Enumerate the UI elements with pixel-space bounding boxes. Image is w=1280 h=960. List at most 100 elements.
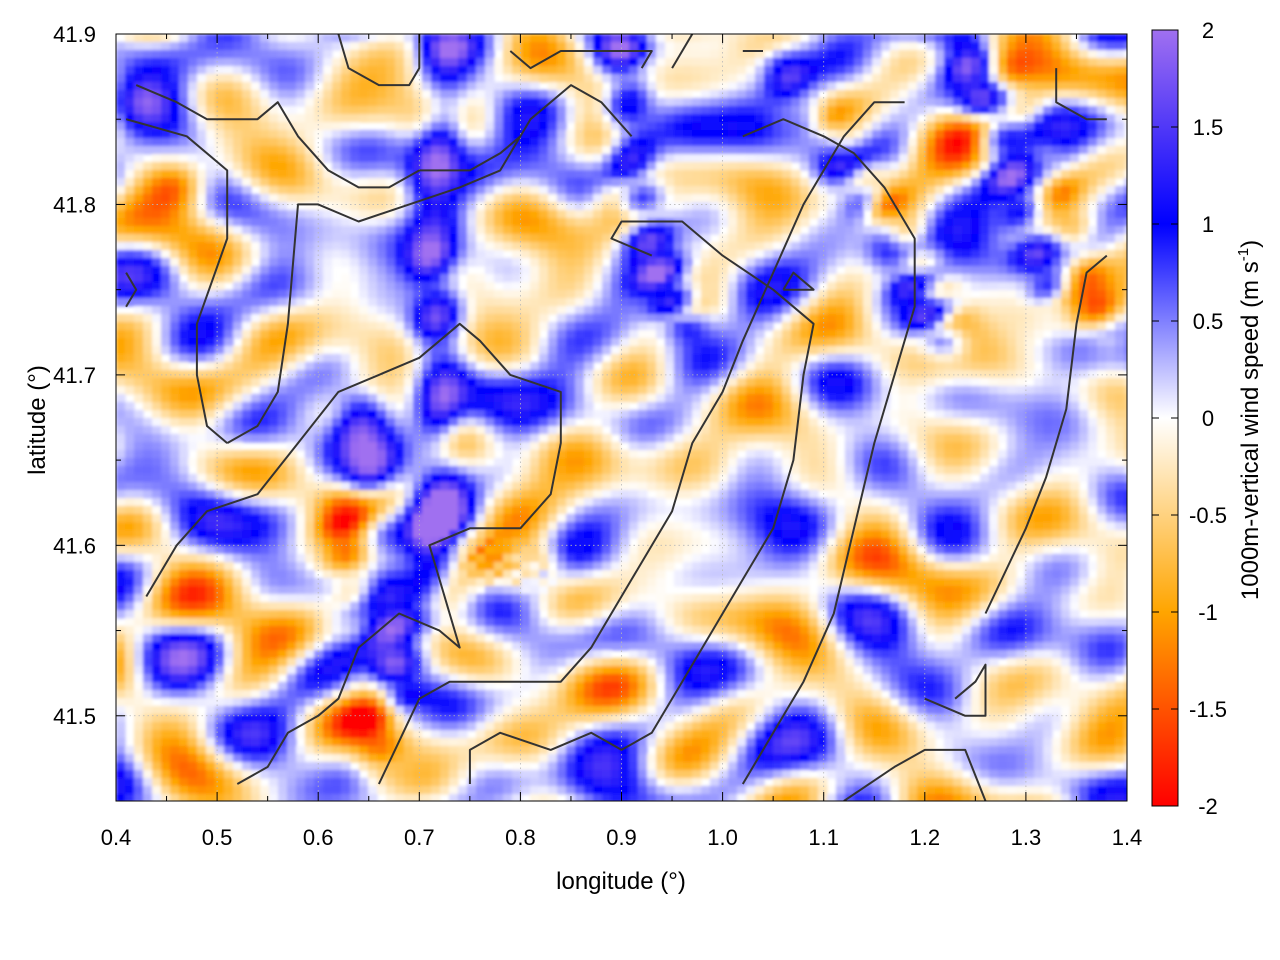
heatmap-cell bbox=[827, 210, 837, 219]
heatmap-cell bbox=[1025, 322, 1035, 331]
heatmap-cell bbox=[413, 98, 423, 107]
heatmap-cell bbox=[809, 170, 819, 179]
heatmap-cell bbox=[431, 194, 441, 203]
heatmap-cell bbox=[521, 202, 531, 211]
heatmap-cell bbox=[566, 258, 576, 267]
heatmap-cell bbox=[917, 90, 927, 99]
heatmap-cell bbox=[206, 394, 216, 403]
heatmap-cell bbox=[1043, 154, 1053, 163]
heatmap-cell bbox=[179, 74, 189, 83]
heatmap-cell bbox=[971, 346, 981, 355]
heatmap-cell bbox=[161, 314, 171, 323]
heatmap-cell bbox=[242, 34, 252, 43]
heatmap-cell bbox=[494, 162, 504, 171]
heatmap-cell bbox=[980, 114, 990, 123]
heatmap-cell bbox=[161, 34, 171, 43]
heatmap-cell bbox=[998, 114, 1008, 123]
heatmap-cell bbox=[566, 378, 576, 387]
heatmap-cell bbox=[134, 210, 144, 219]
heatmap-cell bbox=[350, 154, 360, 163]
heatmap-cell bbox=[827, 114, 837, 123]
heatmap-cell bbox=[161, 58, 171, 67]
heatmap-cell bbox=[341, 314, 351, 323]
heatmap-cell bbox=[143, 354, 153, 363]
heatmap-cell bbox=[638, 226, 648, 235]
heatmap-cell bbox=[188, 290, 198, 299]
heatmap-cell bbox=[908, 34, 918, 43]
heatmap-cell bbox=[1106, 386, 1116, 395]
heatmap-cell bbox=[413, 34, 423, 43]
heatmap-cell bbox=[926, 266, 936, 275]
heatmap-cell bbox=[872, 226, 882, 235]
heatmap-cell bbox=[872, 354, 882, 363]
heatmap-cell bbox=[179, 378, 189, 387]
heatmap-cell bbox=[512, 378, 522, 387]
heatmap-cell bbox=[620, 322, 630, 331]
heatmap-cell bbox=[287, 58, 297, 67]
heatmap-cell bbox=[179, 234, 189, 243]
heatmap-cell bbox=[161, 90, 171, 99]
heatmap-cell bbox=[665, 106, 675, 115]
heatmap-cell bbox=[467, 282, 477, 291]
heatmap-cell bbox=[656, 330, 666, 339]
heatmap-cell bbox=[422, 114, 432, 123]
heatmap-cell bbox=[863, 266, 873, 275]
heatmap-cell bbox=[593, 170, 603, 179]
heatmap-cell bbox=[620, 42, 630, 51]
heatmap-cell bbox=[485, 354, 495, 363]
heatmap-cell bbox=[449, 170, 459, 179]
heatmap-cell bbox=[224, 298, 234, 307]
heatmap-cell bbox=[269, 306, 279, 315]
heatmap-cell bbox=[206, 378, 216, 387]
heatmap-cell bbox=[278, 234, 288, 243]
heatmap-cell bbox=[1106, 106, 1116, 115]
heatmap-cell bbox=[854, 66, 864, 75]
heatmap-cell bbox=[179, 122, 189, 131]
heatmap-cell bbox=[323, 290, 333, 299]
heatmap-cell bbox=[152, 58, 162, 67]
heatmap-cell bbox=[908, 58, 918, 67]
heatmap-cell bbox=[260, 146, 270, 155]
heatmap-cell bbox=[377, 90, 387, 99]
heatmap-cell bbox=[683, 34, 693, 43]
heatmap-cell bbox=[548, 274, 558, 283]
heatmap-cell bbox=[962, 82, 972, 91]
heatmap-cell bbox=[539, 122, 549, 131]
heatmap-cell bbox=[944, 314, 954, 323]
heatmap-cell bbox=[944, 122, 954, 131]
heatmap-cell bbox=[377, 130, 387, 139]
heatmap-cell bbox=[881, 210, 891, 219]
heatmap-cell bbox=[530, 82, 540, 91]
heatmap-cell bbox=[575, 122, 585, 131]
heatmap-cell bbox=[1061, 330, 1071, 339]
heatmap-cell bbox=[1115, 242, 1125, 251]
heatmap-cell bbox=[341, 162, 351, 171]
heatmap-cell bbox=[962, 202, 972, 211]
heatmap-cell bbox=[773, 74, 783, 83]
heatmap-cell bbox=[278, 338, 288, 347]
heatmap-cell bbox=[458, 178, 468, 187]
heatmap-cell bbox=[422, 322, 432, 331]
heatmap-cell bbox=[170, 154, 180, 163]
heatmap-cell bbox=[557, 106, 567, 115]
heatmap-cell bbox=[224, 98, 234, 107]
heatmap-cell bbox=[908, 170, 918, 179]
heatmap-cell bbox=[872, 338, 882, 347]
heatmap-cell bbox=[494, 226, 504, 235]
heatmap-cell bbox=[521, 322, 531, 331]
heatmap-cell bbox=[215, 146, 225, 155]
heatmap-cell bbox=[251, 330, 261, 339]
heatmap-cell bbox=[638, 290, 648, 299]
heatmap-cell bbox=[485, 186, 495, 195]
heatmap-cell bbox=[521, 266, 531, 275]
heatmap-cell bbox=[548, 290, 558, 299]
heatmap-cell bbox=[1106, 330, 1116, 339]
heatmap-cell bbox=[395, 50, 405, 59]
heatmap-cell bbox=[341, 354, 351, 363]
heatmap-cell bbox=[611, 98, 621, 107]
heatmap-cell bbox=[1061, 282, 1071, 291]
heatmap-cell bbox=[782, 138, 792, 147]
heatmap-cell bbox=[899, 82, 909, 91]
heatmap-cell bbox=[134, 378, 144, 387]
